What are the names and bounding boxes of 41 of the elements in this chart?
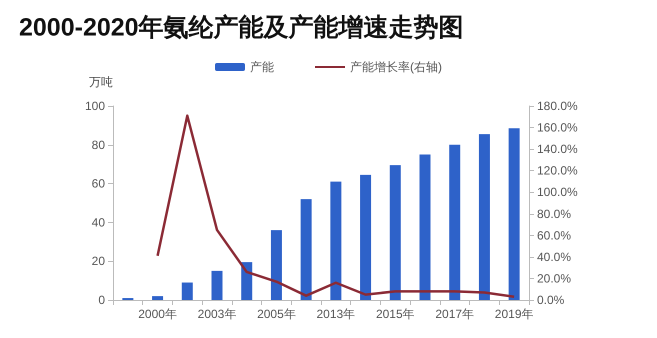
- bar: [241, 262, 252, 300]
- y2-tick-label: 0.0%: [537, 293, 565, 307]
- chart-title: 2000-2020年氨纶产能及产能增速走势图: [19, 14, 464, 42]
- legend-label: 产能: [250, 60, 274, 74]
- y2-tick-label: 60.0%: [537, 228, 572, 242]
- bar: [300, 199, 312, 300]
- bar: [270, 230, 282, 300]
- y2-tick-label: 40.0%: [537, 250, 572, 264]
- x-tick-label: 2003年: [198, 307, 236, 321]
- y-axis-title: 万吨: [89, 75, 113, 89]
- bar: [390, 165, 401, 300]
- y-tick-label: 60: [92, 176, 106, 191]
- y-tick-label: 100: [84, 99, 106, 113]
- bar: [420, 154, 430, 300]
- y2-tick-label: 20.0%: [537, 271, 572, 286]
- x-tick-label: 2013年: [316, 307, 356, 321]
- bar: [330, 182, 342, 300]
- bar: [449, 144, 460, 300]
- x-tick-label: 2015年: [376, 307, 415, 321]
- bar: [182, 282, 193, 300]
- bar: [508, 128, 520, 300]
- y2-tick-label: 180.0%: [537, 99, 578, 113]
- y-tick-label: 20: [92, 254, 106, 268]
- x-tick-label: 2019年: [494, 307, 534, 321]
- y-tick-label: 40: [92, 215, 106, 230]
- y-tick-label: 80: [92, 138, 106, 152]
- legend-label: 产能增长率(右轴): [350, 60, 442, 74]
- y-tick-label: 0: [98, 293, 106, 307]
- y2-tick-label: 100.0%: [537, 185, 578, 200]
- line-series: [156, 114, 516, 298]
- y2-tick-label: 80.0%: [537, 206, 572, 221]
- y2-tick-label: 140.0%: [537, 142, 578, 156]
- bar: [478, 134, 490, 300]
- bar: [360, 174, 372, 300]
- y2-tick-label: 160.0%: [537, 120, 578, 135]
- y2-tick-label: 120.0%: [537, 164, 578, 178]
- x-tick-label: 2000年: [138, 307, 177, 321]
- bar: [212, 270, 222, 300]
- bar: [152, 296, 164, 300]
- x-tick-label: 2005年: [257, 307, 296, 321]
- x-tick-label: 2017年: [435, 307, 474, 321]
